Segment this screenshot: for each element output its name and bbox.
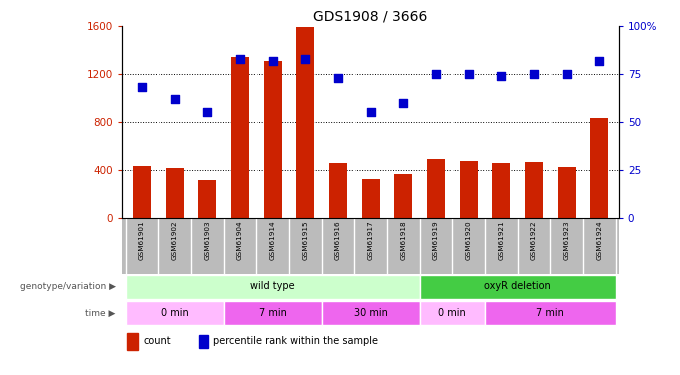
Bar <box>199 334 208 348</box>
Point <box>430 71 441 77</box>
Point <box>300 56 311 62</box>
Text: GSM61920: GSM61920 <box>466 220 471 260</box>
Bar <box>427 159 445 218</box>
Bar <box>231 57 249 217</box>
Text: GSM61918: GSM61918 <box>401 220 406 260</box>
Bar <box>485 302 615 325</box>
Bar <box>525 162 543 218</box>
Bar <box>420 302 485 325</box>
Text: GSM61914: GSM61914 <box>270 220 275 260</box>
Bar <box>322 302 420 325</box>
Text: GSM61903: GSM61903 <box>204 220 210 260</box>
Text: GSM61915: GSM61915 <box>303 220 308 260</box>
Bar <box>329 162 347 218</box>
Point <box>333 75 343 81</box>
Text: GSM61916: GSM61916 <box>335 220 341 260</box>
Bar <box>362 179 379 218</box>
Point <box>561 71 572 77</box>
Text: 7 min: 7 min <box>258 308 286 318</box>
Bar <box>224 302 322 325</box>
Point <box>267 58 278 64</box>
Text: GSM61917: GSM61917 <box>368 220 373 260</box>
Bar <box>394 174 412 217</box>
Text: count: count <box>143 336 171 346</box>
Bar <box>420 275 615 298</box>
Bar <box>460 161 477 218</box>
Text: 0 min: 0 min <box>439 308 466 318</box>
Text: GSM61919: GSM61919 <box>433 220 439 260</box>
Point <box>169 96 180 102</box>
Point <box>528 71 539 77</box>
Bar <box>492 163 510 218</box>
Title: GDS1908 / 3666: GDS1908 / 3666 <box>313 10 428 24</box>
Bar <box>126 302 224 325</box>
Text: genotype/variation ▶: genotype/variation ▶ <box>20 282 116 291</box>
Point <box>235 56 245 62</box>
Point <box>137 84 148 90</box>
Point <box>202 110 213 116</box>
Bar <box>199 180 216 218</box>
Text: time ▶: time ▶ <box>85 309 116 318</box>
Point <box>463 71 474 77</box>
Bar <box>296 27 314 218</box>
Bar <box>126 275 420 298</box>
Text: 7 min: 7 min <box>537 308 564 318</box>
Text: 30 min: 30 min <box>354 308 388 318</box>
Text: GSM61904: GSM61904 <box>237 220 243 260</box>
Bar <box>133 166 151 218</box>
Text: GSM61921: GSM61921 <box>498 220 505 260</box>
Text: GSM61922: GSM61922 <box>531 220 537 260</box>
Text: oxyR deletion: oxyR deletion <box>484 281 551 291</box>
Bar <box>590 118 608 218</box>
Text: wild type: wild type <box>250 281 295 291</box>
Text: GSM61924: GSM61924 <box>596 220 602 260</box>
Text: GSM61923: GSM61923 <box>564 220 570 260</box>
Bar <box>264 61 282 217</box>
Text: GSM61901: GSM61901 <box>139 220 145 260</box>
Text: 0 min: 0 min <box>160 308 188 318</box>
Point <box>365 110 376 116</box>
Point <box>496 73 507 79</box>
Bar <box>127 333 138 350</box>
Bar <box>166 168 184 217</box>
Point <box>398 100 409 106</box>
Text: GSM61902: GSM61902 <box>171 220 177 260</box>
Text: percentile rank within the sample: percentile rank within the sample <box>213 336 378 346</box>
Point <box>594 58 605 64</box>
Bar <box>558 167 575 218</box>
